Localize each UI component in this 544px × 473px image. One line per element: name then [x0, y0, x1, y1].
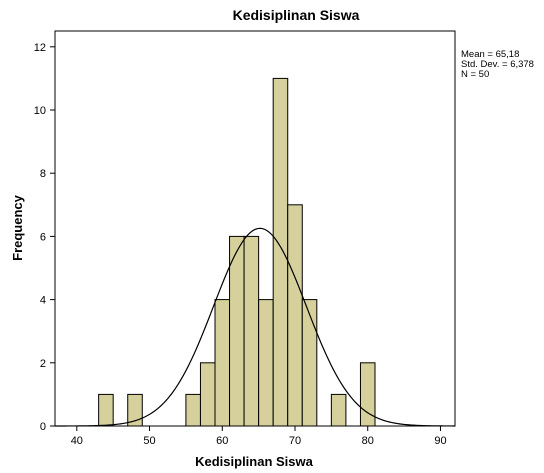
- y-tick-label: 10: [34, 105, 46, 117]
- histogram-bar: [98, 393, 114, 427]
- histogram-bar: [359, 362, 376, 427]
- y-axis-ticks: 0 2 4 6 8 10 12: [34, 42, 55, 433]
- y-tick-label: 2: [40, 358, 46, 370]
- x-tick-label: 60: [216, 435, 228, 447]
- y-tick-label: 0: [40, 421, 46, 433]
- x-tick-label: 40: [71, 435, 83, 447]
- histogram-bar: [258, 299, 274, 427]
- x-tick-label: 70: [289, 435, 301, 447]
- y-tick-label: 8: [40, 168, 46, 180]
- chart-title: Kedisiplinan Siswa: [233, 7, 360, 23]
- x-tick-label: 50: [143, 435, 155, 447]
- histogram-bar: [330, 393, 347, 427]
- histogram-bar: [127, 393, 143, 427]
- x-axis-label: Kedisiplinan Siswa: [195, 454, 314, 469]
- stats-line: Mean = 65,18: [461, 49, 519, 60]
- histogram-bars: [98, 77, 376, 427]
- histogram-bar: [229, 235, 245, 427]
- normal-curve: [55, 227, 455, 427]
- y-tick-label: 6: [40, 231, 46, 243]
- histogram-bar: [243, 235, 260, 427]
- x-tick-label: 90: [434, 435, 446, 447]
- histogram-bar: [272, 77, 289, 427]
- x-tick-label: 80: [362, 435, 374, 447]
- histogram-bar: [185, 393, 201, 427]
- histogram-bar: [287, 204, 303, 427]
- x-axis-ticks: 40 50 60 70 80 90: [71, 426, 447, 447]
- histogram-bar: [301, 299, 318, 427]
- histogram-bar: [214, 299, 231, 427]
- y-tick-label: 4: [40, 295, 46, 307]
- y-axis-label: Frequency: [10, 194, 25, 261]
- stats-line: N = 50: [461, 69, 489, 80]
- y-tick-label: 12: [34, 42, 46, 54]
- stats-line: Std. Dev. = 6,378: [461, 59, 534, 70]
- histogram-bar: [199, 362, 216, 427]
